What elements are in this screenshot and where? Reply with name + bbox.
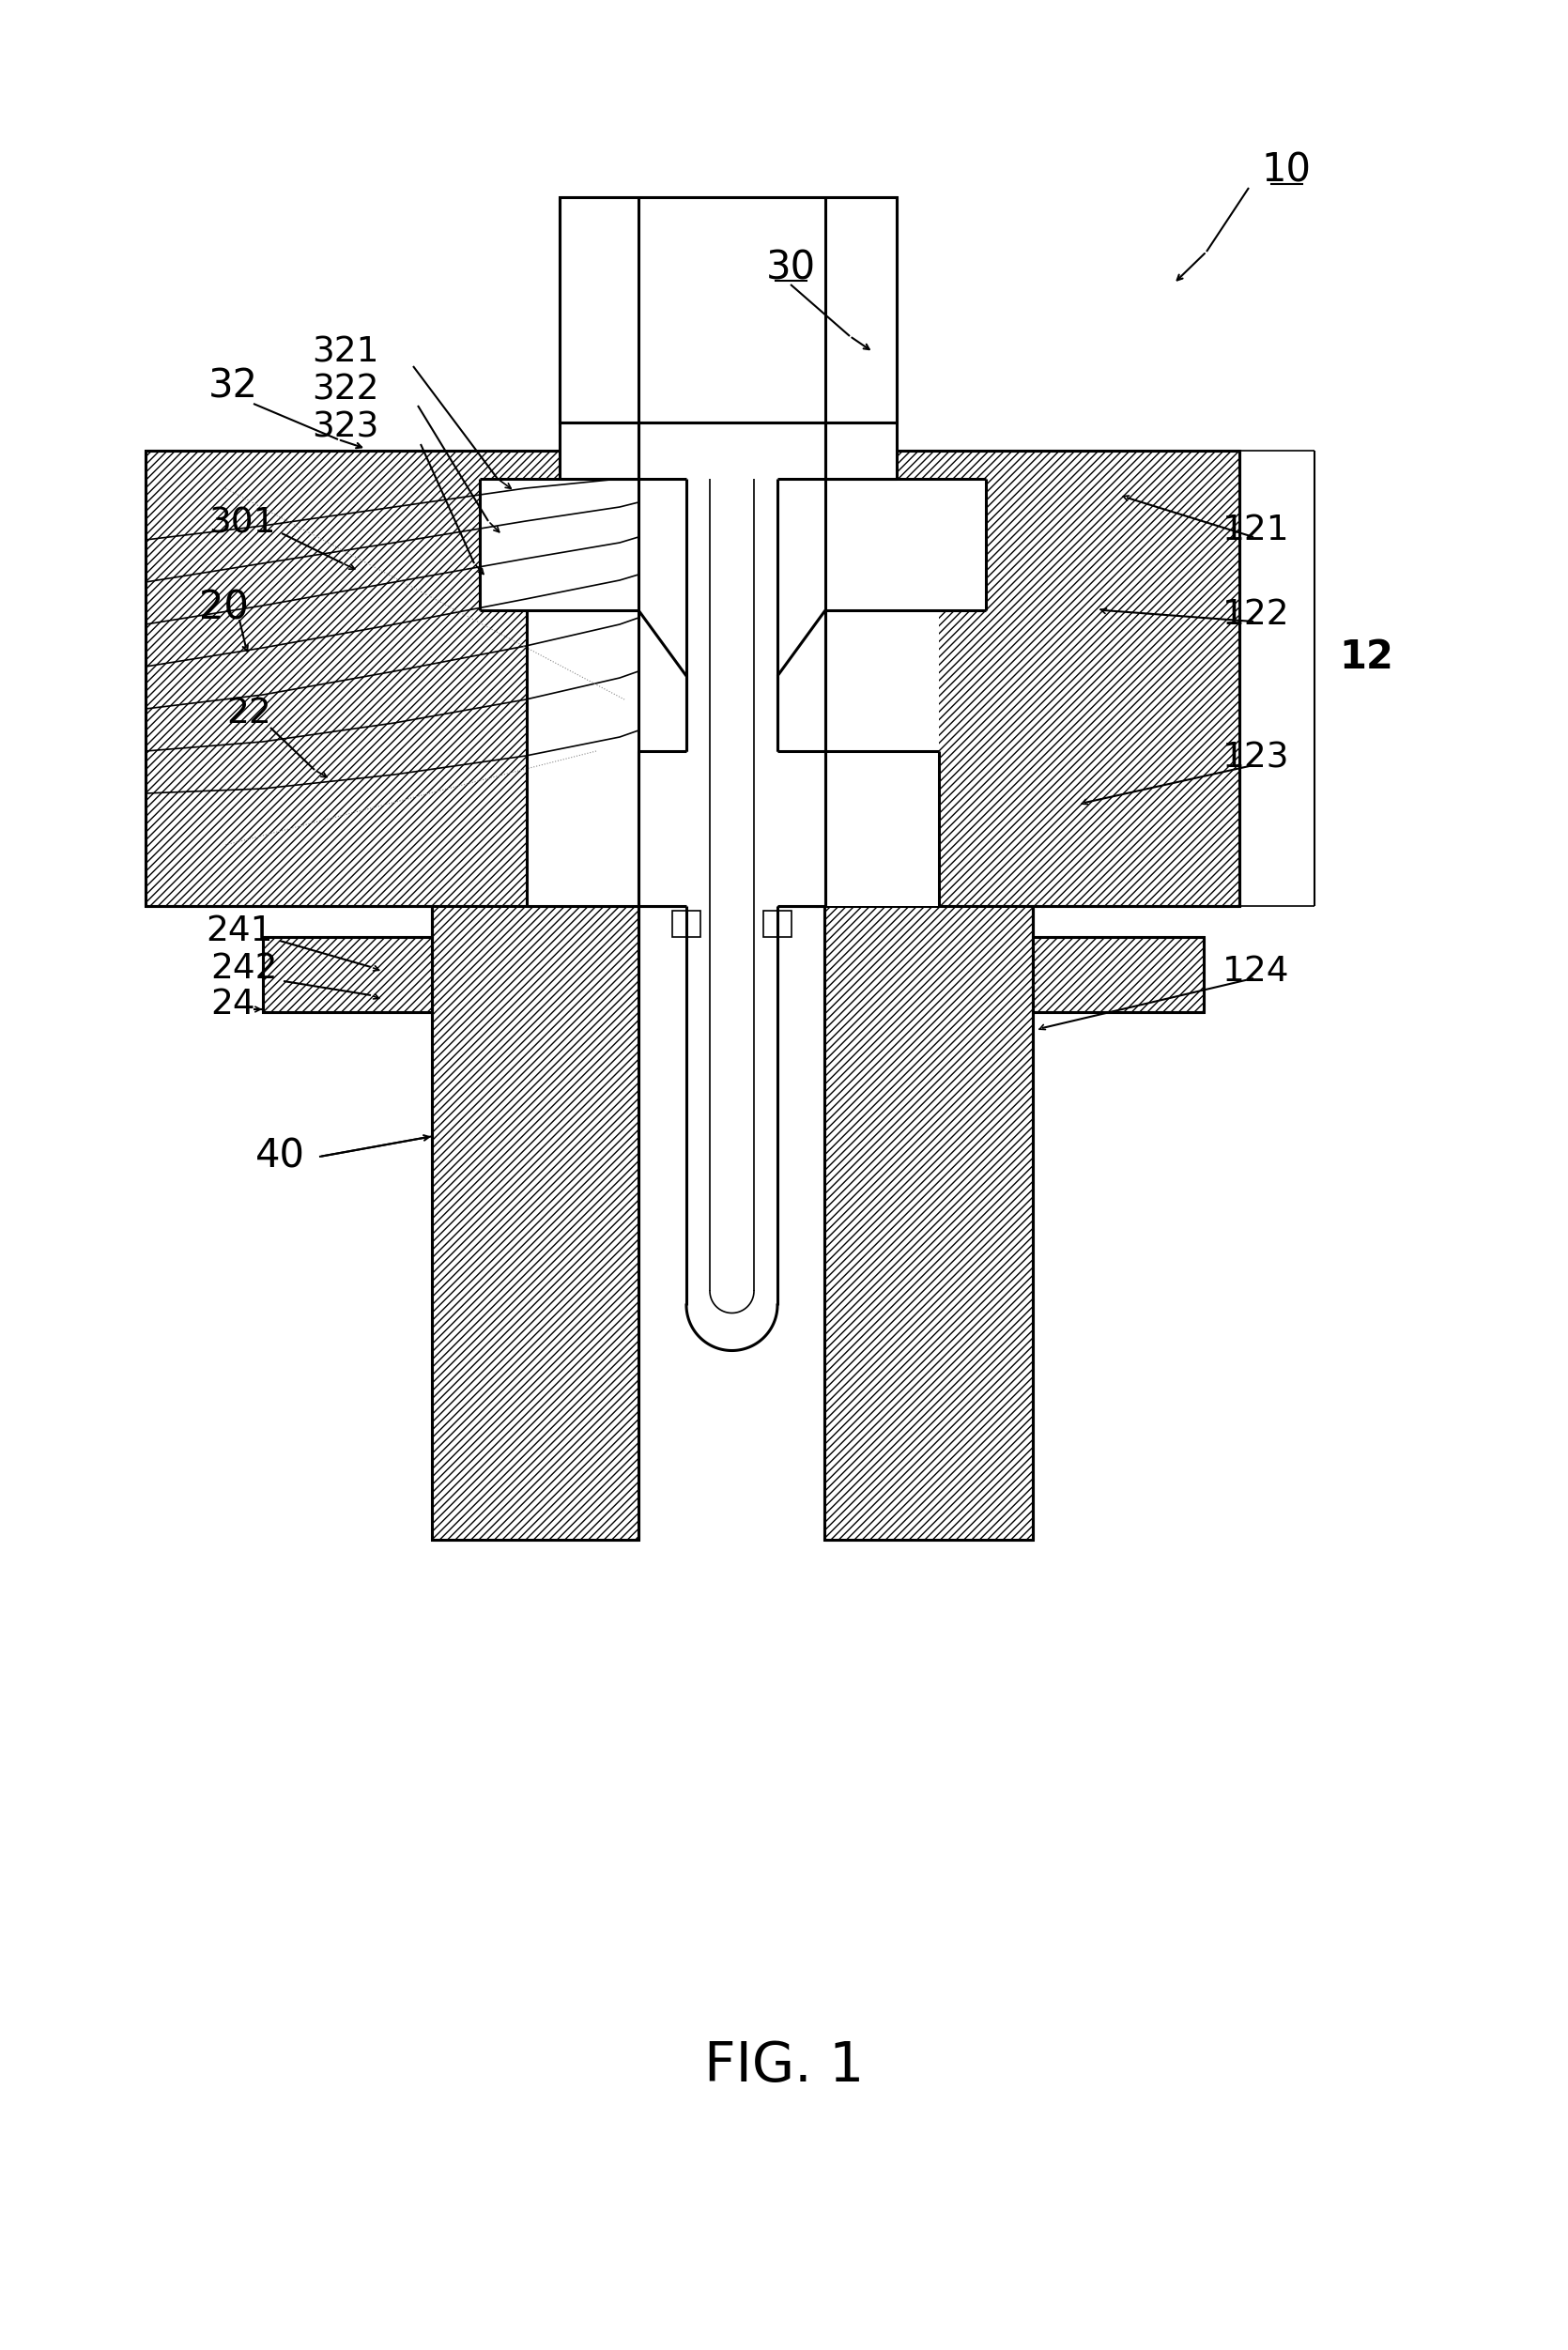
Bar (710, 479, 753, 1285)
Text: 242: 242 (210, 952, 278, 985)
Text: 20: 20 (199, 588, 248, 627)
Text: FIG. 1: FIG. 1 (704, 2040, 864, 2092)
Bar (431, 907, 638, 1539)
Bar (825, 479, 986, 611)
Text: 12: 12 (1339, 637, 1394, 677)
Text: 30: 30 (765, 247, 815, 287)
Bar (263, 938, 431, 1013)
Bar (480, 479, 638, 611)
Text: 10: 10 (1261, 150, 1311, 190)
Text: 124: 124 (1223, 954, 1290, 989)
Bar (146, 451, 817, 907)
Bar (560, 197, 897, 423)
Bar (764, 912, 792, 938)
Bar (825, 423, 897, 479)
Text: 321: 321 (312, 336, 379, 369)
Text: 121: 121 (1223, 515, 1290, 548)
Text: 40: 40 (256, 1137, 304, 1177)
Text: 22: 22 (226, 696, 271, 731)
Bar (527, 611, 638, 907)
Bar (673, 912, 701, 938)
Bar (825, 197, 897, 423)
Text: 24: 24 (210, 987, 256, 1022)
Text: 241: 241 (205, 914, 273, 949)
Bar (825, 611, 939, 907)
Bar (1033, 938, 1204, 1013)
Text: 322: 322 (312, 374, 379, 407)
Bar (825, 907, 1033, 1539)
Bar (640, 423, 825, 907)
Text: 323: 323 (312, 411, 379, 444)
Bar (687, 907, 778, 1516)
Bar (560, 423, 638, 479)
Bar (817, 451, 1239, 907)
Bar (560, 197, 638, 423)
Text: 32: 32 (209, 367, 257, 407)
Bar (640, 197, 825, 423)
Text: 122: 122 (1223, 597, 1290, 632)
Text: 301: 301 (209, 508, 276, 541)
Text: 123: 123 (1223, 743, 1290, 776)
